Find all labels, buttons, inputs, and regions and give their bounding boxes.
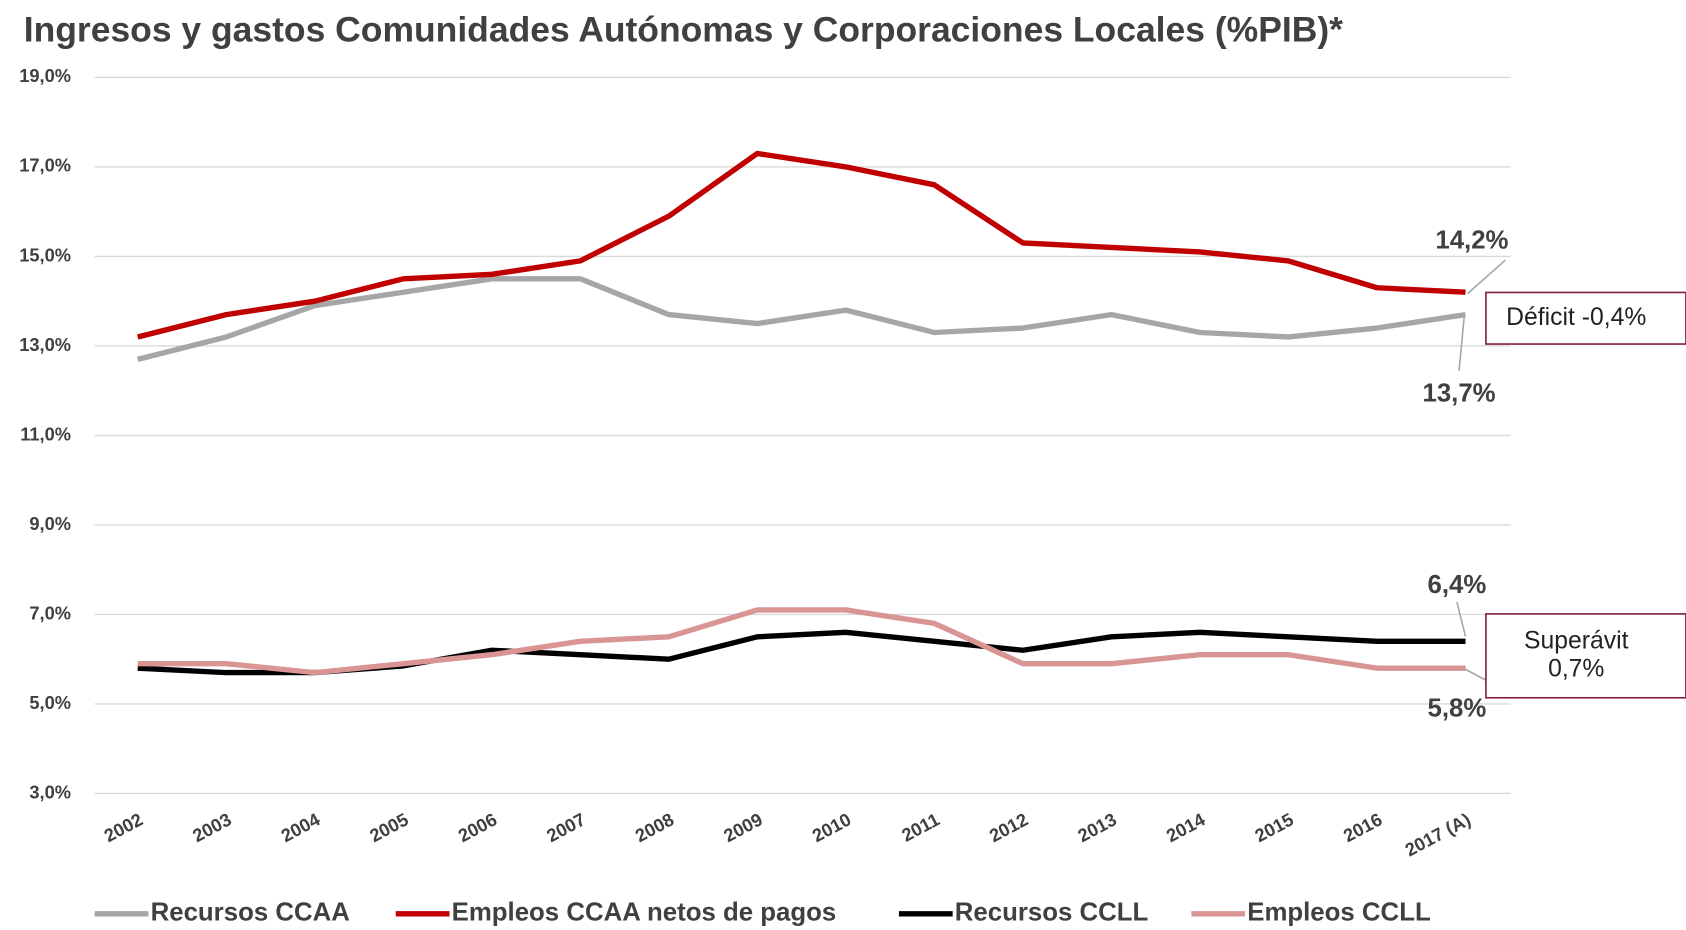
y-tick-label: 9,0% (29, 513, 71, 534)
annotation: 6,4% (1428, 571, 1487, 599)
chart-title: Ingresos y gastos Comunidades Autónomas … (24, 10, 1343, 50)
y-tick-label: 19,0% (19, 65, 71, 86)
annotation-box (1485, 291, 1686, 345)
y-tick-label: 11,0% (20, 423, 71, 444)
x-tick-label: 2005 (366, 809, 412, 847)
legend-label: Recursos CCAA (151, 899, 350, 927)
leader-line (1458, 313, 1466, 372)
x-tick-label: 2003 (189, 809, 235, 847)
x-tick-label: 2008 (632, 809, 678, 847)
x-tick-label: 2014 (1163, 808, 1209, 846)
x-tick-label: 2012 (986, 809, 1032, 847)
leader-line (1467, 259, 1506, 295)
y-tick-label: 17,0% (19, 155, 71, 176)
x-tick-label: 2006 (454, 809, 500, 847)
x-tick-label: 2013 (1074, 809, 1120, 847)
annotation: 13,7% (1422, 379, 1495, 407)
x-tick-label: 2017 (A) (1401, 809, 1474, 861)
annotation: 14,2% (1435, 227, 1508, 255)
annotation: 5,8% (1428, 694, 1487, 722)
y-tick-label: 15,0% (19, 244, 71, 265)
y-tick-label: 5,0% (29, 692, 71, 713)
x-tick-label: 2004 (277, 808, 323, 846)
x-tick-label: 2007 (543, 809, 589, 847)
y-tick-label: 7,0% (29, 602, 71, 623)
annotation-box (1485, 613, 1686, 699)
legend-label: Recursos CCLL (955, 899, 1149, 927)
y-tick-label: 3,0% (29, 781, 71, 802)
series-line (137, 607, 1466, 676)
x-tick-label: 2015 (1251, 809, 1297, 847)
x-tick-label: 2010 (809, 809, 855, 847)
annotation-box-text: Superávit (1524, 627, 1629, 654)
annotation-box-text: Déficit -0,4% (1506, 304, 1646, 331)
legend-label: Empleos CCLL (1247, 899, 1430, 927)
x-tick-label: 2002 (100, 809, 146, 847)
x-tick-label: 2011 (898, 809, 943, 846)
series-line (137, 150, 1466, 340)
legend-label: Empleos CCAA netos de pagos (452, 899, 837, 927)
y-tick-label: 13,0% (19, 334, 71, 355)
series-line (137, 276, 1466, 362)
leader-line (1456, 601, 1467, 637)
x-tick-label: 2009 (720, 809, 766, 847)
x-tick-label: 2016 (1340, 809, 1386, 847)
annotation-box-text: 0,7% (1548, 655, 1604, 682)
